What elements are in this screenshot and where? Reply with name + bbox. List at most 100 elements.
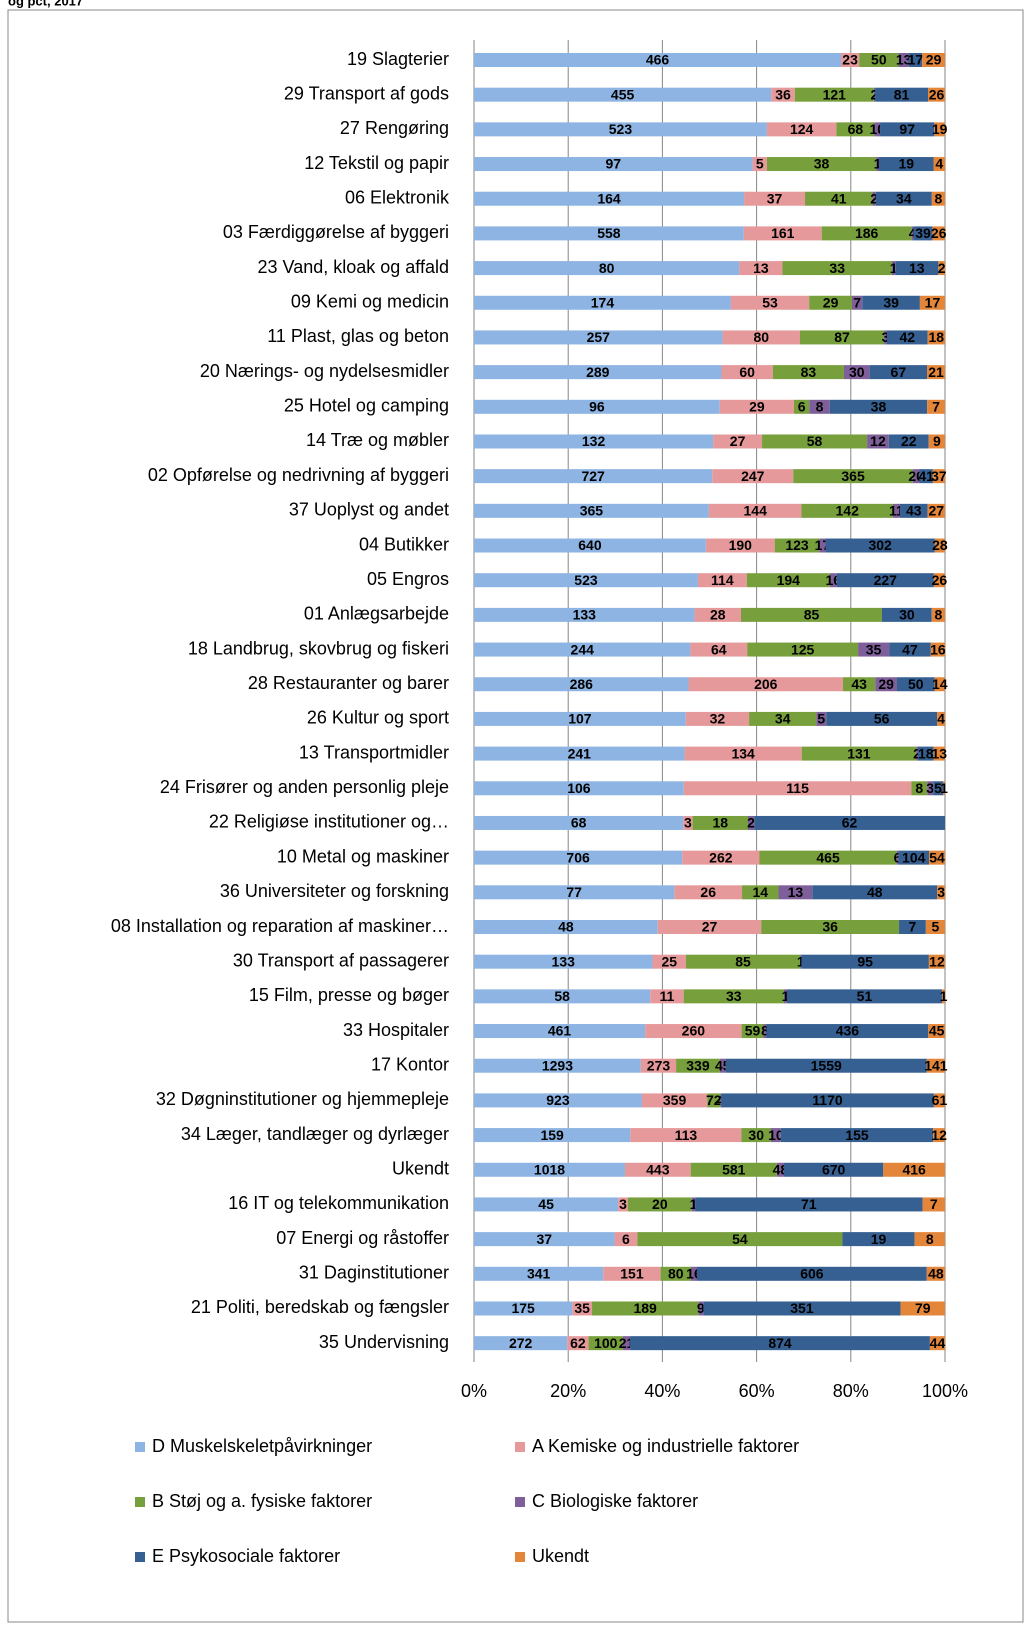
data-label: 48 (558, 919, 574, 935)
bar-segment (474, 399, 720, 414)
data-label: 1 (940, 780, 948, 796)
bar-segment (881, 607, 932, 622)
data-label: 244 (571, 641, 595, 657)
bar-segment (770, 1128, 781, 1143)
legend-label: Ukendt (532, 1546, 589, 1566)
bar-segment (474, 815, 684, 830)
category-label: 21 Politi, beredskab og fængsler (191, 1297, 449, 1317)
category-label: 22 Religiøse institutioner og… (209, 812, 449, 832)
bar-segment (928, 1024, 945, 1039)
data-label: 81 (894, 86, 910, 102)
bar-segment (891, 261, 896, 276)
data-label: 35 (866, 641, 882, 657)
bar-segment (657, 920, 762, 934)
data-label: 1 (797, 953, 805, 969)
data-label: 727 (581, 468, 605, 484)
bar-segment (725, 1058, 927, 1073)
bar-segment (930, 642, 945, 657)
bar-segment (474, 1058, 641, 1073)
data-label: 21 (928, 364, 944, 380)
data-label: 461 (548, 1023, 572, 1039)
data-label: 365 (580, 503, 604, 519)
data-label: 58 (807, 433, 823, 449)
data-label: 581 (722, 1161, 746, 1177)
legend-swatch (135, 1497, 145, 1507)
bar-segment (873, 87, 876, 102)
data-label: 186 (855, 225, 879, 241)
bar-segment (474, 469, 713, 484)
bar-segment (821, 226, 912, 241)
data-label: 6 (798, 399, 806, 415)
bar-segment (627, 1197, 692, 1212)
bar-segment (783, 989, 787, 1004)
data-label: 29 (749, 399, 765, 415)
bar-segment (474, 1266, 604, 1281)
bar-segment (474, 1336, 568, 1351)
data-label: 34 (896, 190, 912, 206)
bar-segment (778, 885, 813, 900)
bar-segment (690, 642, 748, 657)
bar-segment (572, 1301, 593, 1316)
data-label: 1018 (534, 1161, 565, 1177)
data-label: 43 (906, 503, 922, 519)
bar-segment (712, 469, 794, 484)
data-label: 4 (717, 1092, 725, 1108)
data-label: 77 (566, 884, 582, 900)
data-label: 114 (711, 572, 734, 588)
data-label: 351 (790, 1300, 814, 1316)
bar-segment (899, 503, 928, 518)
bar-segment (929, 1336, 945, 1351)
bar-segment (744, 191, 806, 206)
data-label: 455 (611, 86, 635, 102)
bar-segment (772, 365, 844, 380)
bar-segment (690, 1266, 697, 1281)
category-label: 35 Undervisning (319, 1332, 449, 1352)
bar-segment (766, 122, 837, 137)
data-label: 3 (926, 780, 934, 796)
category-label: 18 Landbrug, skovbrug og fiskeri (188, 638, 449, 658)
bar-segment (922, 53, 945, 67)
bar-segment (474, 434, 714, 449)
data-label: 41 (831, 190, 847, 206)
bar-segment (567, 1336, 589, 1351)
data-label: 11 (660, 988, 675, 1004)
bar-segment (474, 1197, 619, 1212)
bar-segment (933, 573, 945, 588)
bar-segment (683, 781, 912, 796)
bar-segment (812, 885, 938, 900)
legend-swatch (515, 1442, 525, 1452)
bar-segment (862, 295, 920, 310)
bar-segment (682, 850, 760, 865)
data-label: 54 (732, 1231, 748, 1247)
data-label: 5 (932, 919, 940, 935)
data-label: 1 (782, 988, 790, 1004)
bar-segment (801, 954, 929, 969)
bar-segment (690, 1162, 777, 1177)
bar-segment (645, 1024, 742, 1039)
bar-segment (934, 538, 945, 553)
data-label: 26 (932, 572, 948, 588)
data-label: 2 (913, 745, 921, 761)
bar-segment (919, 295, 945, 310)
data-label: 133 (552, 953, 576, 969)
bar-segment (474, 989, 651, 1004)
data-label: 523 (574, 572, 598, 588)
data-label: 36 (822, 919, 838, 935)
bar-segment (816, 711, 827, 726)
bar-segment (911, 226, 914, 241)
data-label: 43 (851, 676, 867, 692)
data-label: 2 (747, 815, 755, 831)
bar-segment (474, 1024, 646, 1039)
bar-segment (721, 1093, 934, 1108)
bar-segment (927, 399, 945, 414)
data-label: 13 (932, 745, 948, 761)
bar-segment (630, 1128, 742, 1143)
data-label: 19 (898, 156, 914, 172)
bar-segment (759, 850, 897, 865)
bar-segment (913, 226, 933, 241)
bar-segment (603, 1266, 661, 1281)
category-label: 10 Metal og maskiner (277, 846, 449, 866)
category-label: 34 Læger, tandlæger og dyrlæger (181, 1124, 449, 1144)
category-label: 30 Transport af passagerer (233, 950, 449, 970)
bar-segment (774, 538, 820, 553)
